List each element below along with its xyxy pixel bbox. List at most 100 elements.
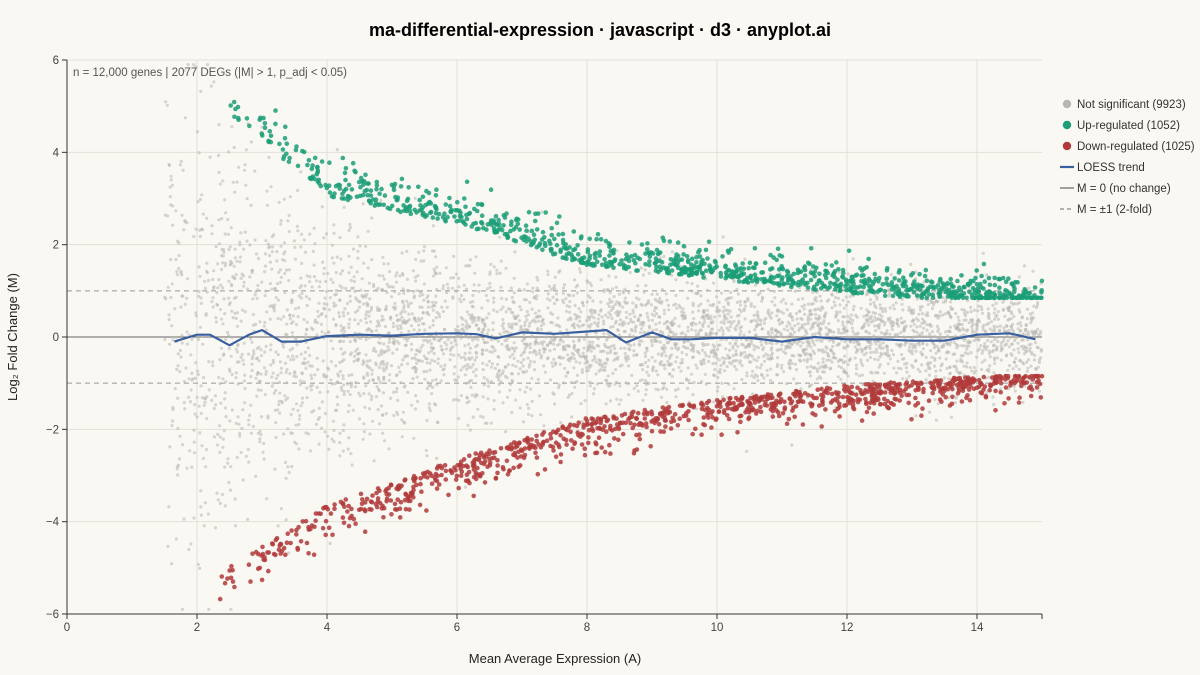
not-significant-point — [755, 359, 759, 363]
not-significant-point — [970, 330, 974, 334]
not-significant-point — [736, 292, 740, 296]
not-significant-point — [925, 342, 929, 347]
not-significant-point — [808, 309, 812, 313]
not-significant-point — [185, 342, 189, 346]
not-significant-point — [1034, 341, 1038, 345]
not-significant-point — [558, 362, 562, 366]
not-significant-point — [210, 360, 215, 364]
not-significant-point — [451, 345, 455, 349]
not-significant-point — [988, 364, 992, 368]
not-significant-point — [212, 435, 216, 439]
not-significant-point — [511, 363, 515, 367]
not-significant-point — [1030, 318, 1034, 322]
not-significant-point — [758, 366, 763, 370]
not-significant-point — [251, 424, 256, 429]
not-significant-point — [471, 338, 475, 342]
not-significant-point — [355, 270, 359, 274]
not-significant-point — [361, 202, 365, 206]
up-regulated-point — [363, 172, 368, 178]
not-significant-point — [733, 342, 737, 346]
not-significant-point — [822, 365, 826, 369]
not-significant-point — [578, 315, 582, 319]
not-significant-point — [883, 309, 888, 313]
not-significant-point — [654, 328, 659, 332]
not-significant-point — [650, 312, 654, 316]
not-significant-point — [297, 294, 301, 298]
not-significant-point — [934, 369, 938, 373]
not-significant-point — [448, 358, 452, 362]
not-significant-point — [1033, 353, 1037, 357]
not-significant-point — [464, 287, 469, 291]
not-significant-point — [214, 245, 218, 249]
not-significant-point — [987, 375, 991, 379]
up-regulated-point — [769, 279, 774, 285]
not-significant-point — [187, 377, 191, 381]
not-significant-point — [476, 318, 481, 322]
not-significant-point — [707, 354, 711, 359]
not-significant-point — [365, 359, 370, 363]
not-significant-point — [215, 443, 220, 447]
not-significant-point — [632, 353, 636, 357]
not-significant-point — [250, 362, 254, 366]
not-significant-point — [636, 389, 640, 393]
not-significant-point — [265, 189, 269, 193]
up-regulated-point — [896, 286, 901, 292]
not-significant-point — [270, 375, 274, 379]
not-significant-point — [256, 256, 261, 261]
not-significant-point — [323, 411, 327, 416]
not-significant-point — [204, 313, 208, 317]
not-significant-point — [848, 316, 852, 321]
not-significant-point — [789, 326, 794, 330]
up-regulated-point — [1011, 289, 1017, 295]
not-significant-point — [711, 361, 715, 366]
not-significant-point — [306, 346, 310, 350]
not-significant-point — [837, 364, 841, 368]
not-significant-point — [213, 526, 217, 530]
not-significant-point — [323, 430, 327, 434]
up-regulated-point — [646, 250, 652, 256]
not-significant-point — [265, 310, 269, 314]
not-significant-point — [731, 354, 735, 358]
not-significant-point — [899, 316, 903, 320]
not-significant-point — [915, 330, 919, 334]
not-significant-point — [180, 273, 184, 277]
not-significant-point — [884, 332, 888, 336]
not-significant-point — [304, 366, 308, 370]
not-significant-point — [933, 343, 937, 347]
not-significant-point — [954, 311, 958, 316]
not-significant-point — [1036, 365, 1040, 369]
not-significant-point — [249, 140, 253, 144]
not-significant-point — [324, 232, 329, 236]
not-significant-point — [874, 329, 878, 333]
not-significant-point — [749, 304, 753, 308]
not-significant-point — [811, 325, 815, 329]
not-significant-point — [866, 310, 871, 314]
not-significant-point — [287, 213, 291, 218]
not-significant-point — [234, 376, 238, 380]
not-significant-point — [234, 347, 238, 351]
not-significant-point — [940, 362, 944, 366]
not-significant-point — [860, 373, 864, 377]
not-significant-point — [756, 310, 760, 314]
not-significant-point — [445, 343, 449, 347]
not-significant-point — [229, 607, 233, 612]
not-significant-point — [270, 384, 274, 388]
not-significant-point — [912, 322, 916, 326]
not-significant-point — [897, 324, 901, 328]
not-significant-point — [270, 304, 274, 308]
not-significant-point — [743, 350, 747, 354]
not-significant-point — [180, 333, 184, 337]
not-significant-point — [674, 293, 678, 298]
up-regulated-point — [784, 273, 790, 279]
not-significant-point — [186, 277, 190, 281]
not-significant-point — [412, 436, 416, 440]
not-significant-point — [720, 326, 724, 330]
not-significant-point — [426, 300, 431, 304]
up-regulated-point — [484, 227, 489, 232]
not-significant-point — [341, 377, 345, 381]
not-significant-point — [729, 290, 733, 294]
not-significant-point — [885, 344, 889, 348]
not-significant-point — [735, 314, 740, 318]
not-significant-point — [409, 301, 413, 305]
not-significant-point — [290, 298, 294, 302]
